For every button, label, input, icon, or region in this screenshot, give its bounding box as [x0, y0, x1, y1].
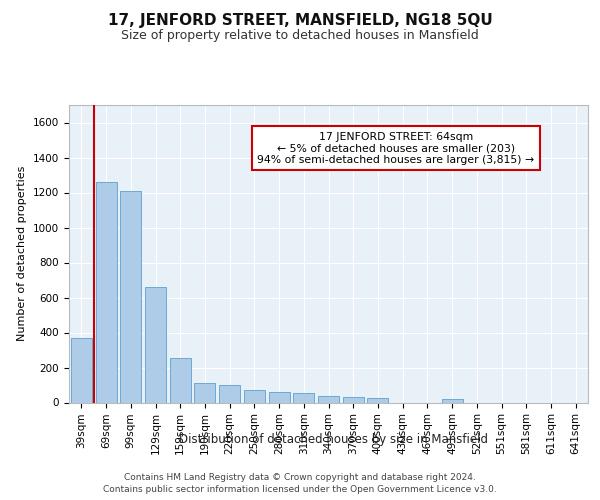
Text: Contains HM Land Registry data © Crown copyright and database right 2024.: Contains HM Land Registry data © Crown c…	[124, 472, 476, 482]
Text: Distribution of detached houses by size in Mansfield: Distribution of detached houses by size …	[179, 432, 488, 446]
Bar	[219, 385, 240, 402]
Text: Size of property relative to detached houses in Mansfield: Size of property relative to detached ho…	[121, 29, 479, 42]
Y-axis label: Number of detached properties: Number of detached properties	[17, 166, 28, 342]
Bar	[120, 190, 141, 402]
Text: 17 JENFORD STREET: 64sqm
← 5% of detached houses are smaller (203)
94% of semi-d: 17 JENFORD STREET: 64sqm ← 5% of detache…	[257, 132, 535, 165]
Bar	[442, 399, 463, 402]
Bar	[367, 398, 388, 402]
Bar	[71, 338, 92, 402]
Bar	[343, 397, 364, 402]
Bar	[170, 358, 191, 403]
Bar	[194, 383, 215, 402]
Bar	[95, 182, 116, 402]
Bar	[269, 392, 290, 402]
Bar	[318, 396, 339, 402]
Text: Contains public sector information licensed under the Open Government Licence v3: Contains public sector information licen…	[103, 485, 497, 494]
Bar	[145, 287, 166, 403]
Bar	[244, 390, 265, 402]
Text: 17, JENFORD STREET, MANSFIELD, NG18 5QU: 17, JENFORD STREET, MANSFIELD, NG18 5QU	[107, 12, 493, 28]
Bar	[293, 393, 314, 402]
